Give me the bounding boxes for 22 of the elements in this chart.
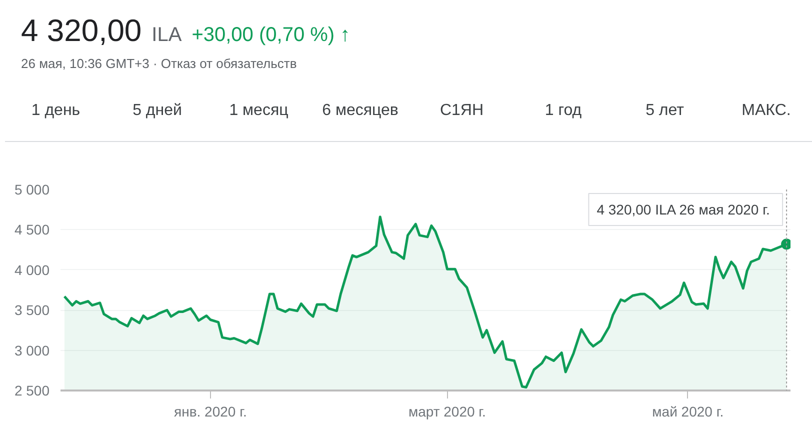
y-tick-label: 5 000	[14, 182, 50, 198]
text: МАКС.	[740, 100, 792, 121]
x-tick-label: март 2020 г.	[408, 404, 486, 420]
text: +30,00 (0,70 %) ↑	[192, 24, 350, 46]
chart-title: 4 320,00	[21, 13, 142, 48]
y-tick-label: 3 500	[14, 302, 50, 318]
text: 1 год	[544, 100, 583, 121]
annotation: 4 320,00 ILA 26 мая 2020 г.	[596, 202, 770, 218]
text: 6 месяцев	[321, 100, 400, 121]
y-tick-label: 3 000	[14, 342, 50, 358]
y-tick-label: 4 500	[14, 222, 50, 238]
text: 5 дней	[132, 100, 183, 121]
x-tick-label: янв. 2020 г.	[174, 404, 247, 420]
text: 1 день	[30, 100, 82, 121]
text: 1 месяц	[228, 100, 290, 121]
text: 5 лет	[644, 100, 685, 121]
text: С1ЯН	[438, 100, 485, 121]
text: ILA	[152, 24, 182, 46]
y-tick-label: 2 500	[14, 382, 50, 398]
y-tick-label: 4 000	[14, 262, 50, 278]
chart-subtitle: 26 мая, 10:36 GMT+3 · Отказ от обязательств	[21, 55, 298, 74]
x-tick-label: май 2020 г.	[652, 404, 724, 420]
